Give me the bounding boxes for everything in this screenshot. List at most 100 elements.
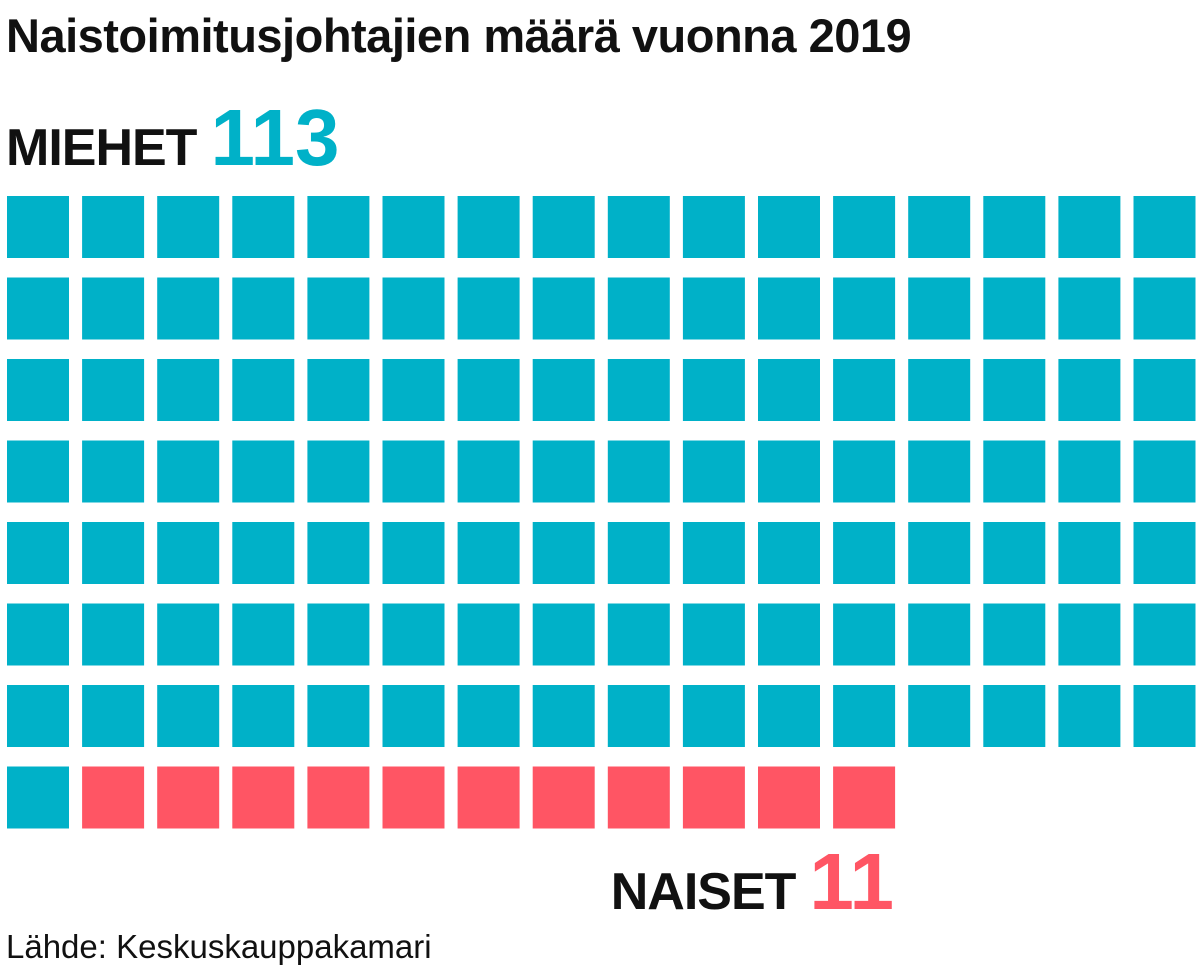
waffle-square-miehet (232, 522, 295, 584)
waffle-square-miehet (532, 440, 595, 503)
waffle-square-miehet (682, 685, 745, 747)
waffle-square-miehet (758, 522, 820, 584)
waffle-square-miehet (307, 277, 370, 340)
waffle-square-miehet (382, 196, 445, 258)
waffle-square-miehet (532, 685, 595, 747)
waffle-square-miehet (833, 277, 896, 340)
waffle-square-miehet (833, 603, 896, 666)
waffle-square-miehet (457, 685, 520, 747)
waffle-square-miehet (307, 522, 370, 584)
waffle-square-miehet (1133, 440, 1196, 503)
waffle-square-naiset (607, 766, 670, 829)
waffle-square-miehet (7, 522, 69, 584)
waffle-square-miehet (457, 603, 520, 666)
waffle-square-naiset (157, 766, 220, 829)
waffle-square-miehet (908, 359, 971, 421)
waffle-square-miehet (833, 685, 896, 747)
waffle-square-naiset (82, 766, 145, 829)
waffle-square-miehet (82, 359, 145, 421)
waffle-square-miehet (983, 603, 1046, 666)
waffle-square-miehet (1058, 196, 1121, 258)
waffle-square-miehet (607, 196, 670, 258)
waffle-square-miehet (457, 277, 520, 340)
waffle-square-miehet (382, 685, 445, 747)
waffle-square-miehet (82, 522, 145, 584)
waffle-square-miehet (833, 196, 896, 258)
waffle-square-miehet (532, 196, 595, 258)
waffle-square-miehet (1058, 359, 1121, 421)
waffle-square-miehet (908, 685, 971, 747)
waffle-square-miehet (1133, 277, 1196, 340)
waffle-square-miehet (607, 603, 670, 666)
waffle-square-miehet (607, 277, 670, 340)
waffle-square-miehet (1058, 603, 1121, 666)
waffle-square-miehet (457, 196, 520, 258)
waffle-square-miehet (983, 359, 1046, 421)
waffle-square-miehet (758, 685, 820, 747)
waffle-square-miehet (307, 440, 370, 503)
waffle-square-miehet (7, 766, 69, 829)
waffle-square-miehet (682, 440, 745, 503)
waffle-square-miehet (1058, 522, 1121, 584)
waffle-square-miehet (532, 277, 595, 340)
waffle-square-miehet (7, 196, 69, 258)
waffle-square-miehet (758, 277, 820, 340)
waffle-square-naiset (682, 766, 745, 829)
chart-title: Naistoimitusjohtajien määrä vuonna 2019 (6, 9, 912, 62)
waffle-square-miehet (157, 196, 220, 258)
men-count: 113 (210, 93, 340, 182)
waffle-square-naiset (457, 766, 520, 829)
waffle-square-miehet (7, 685, 69, 747)
waffle-square-miehet (232, 196, 295, 258)
waffle-square-miehet (157, 603, 220, 666)
waffle-square-miehet (82, 440, 145, 503)
waffle-square-miehet (382, 277, 445, 340)
waffle-square-miehet (382, 359, 445, 421)
waffle-square-miehet (1058, 685, 1121, 747)
waffle-square-miehet (833, 522, 896, 584)
waffle-square-miehet (758, 196, 820, 258)
waffle-square-naiset (232, 766, 295, 829)
waffle-square-miehet (908, 603, 971, 666)
waffle-square-miehet (682, 603, 745, 666)
waffle-square-miehet (7, 277, 69, 340)
waffle-square-miehet (457, 522, 520, 584)
waffle-square-miehet (983, 196, 1046, 258)
waffle-square-miehet (232, 359, 295, 421)
waffle-square-miehet (908, 196, 971, 258)
waffle-square-miehet (382, 522, 445, 584)
waffle-square-naiset (307, 766, 370, 829)
waffle-square-miehet (1133, 685, 1196, 747)
waffle-square-miehet (232, 603, 295, 666)
waffle-square-miehet (157, 522, 220, 584)
waffle-square-naiset (382, 766, 445, 829)
waffle-square-miehet (983, 277, 1046, 340)
waffle-square-naiset (758, 766, 820, 829)
waffle-square-miehet (1133, 522, 1196, 584)
waffle-square-miehet (1133, 196, 1196, 258)
waffle-square-naiset (833, 766, 896, 829)
waffle-square-miehet (307, 196, 370, 258)
waffle-square-miehet (82, 603, 145, 666)
waffle-square-miehet (382, 603, 445, 666)
women-label-group: NAISET 11 (611, 842, 894, 922)
waffle-square-miehet (307, 359, 370, 421)
waffle-square-miehet (157, 440, 220, 503)
source-note: Lähde: Keskuskauppakamari (6, 928, 432, 965)
waffle-square-miehet (833, 440, 896, 503)
waffle-square-miehet (833, 359, 896, 421)
waffle-square-naiset (532, 766, 595, 829)
waffle-square-miehet (1133, 603, 1196, 666)
women-label: NAISET (610, 863, 797, 921)
waffle-square-miehet (157, 359, 220, 421)
waffle-square-miehet (7, 603, 69, 666)
waffle-square-miehet (82, 277, 145, 340)
waffle-square-miehet (758, 440, 820, 503)
waffle-square-miehet (758, 359, 820, 421)
waffle-square-miehet (82, 196, 145, 258)
waffle-square-miehet (983, 440, 1046, 503)
waffle-square-miehet (532, 522, 595, 584)
waffle-square-miehet (382, 440, 445, 503)
waffle-square-miehet (607, 359, 670, 421)
